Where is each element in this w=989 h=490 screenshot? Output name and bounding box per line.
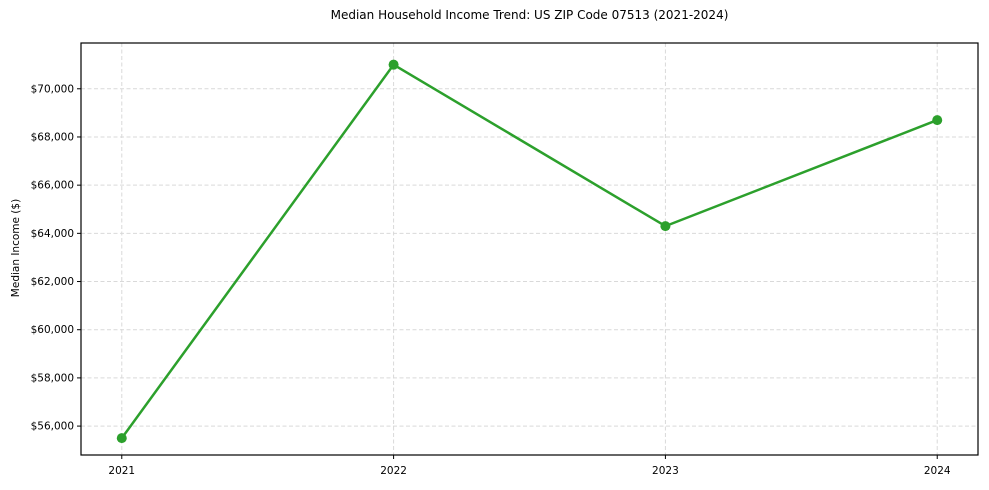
y-tick-label: $58,000 [31,372,74,384]
data-point-marker [932,115,943,126]
plot-border [80,42,979,456]
x-tick-label: 2021 [108,465,135,477]
y-tick-label: $60,000 [31,324,74,336]
y-tick-label: $70,000 [31,83,74,95]
x-tick-label: 2024 [924,465,951,477]
chart-title: Median Household Income Trend: US ZIP Co… [330,8,729,22]
data-point-marker [388,59,399,70]
y-tick-label: $66,000 [31,180,74,192]
x-tick-label: 2023 [652,465,679,477]
y-tick-label: $68,000 [31,131,74,143]
y-tick-label: $62,000 [31,276,74,288]
y-tick-label: $64,000 [31,228,74,240]
income-trend-line [120,63,939,440]
data-point-marker [116,433,127,444]
data-point-marker [660,221,671,232]
x-tick-label: 2022 [380,465,407,477]
y-tick-label: $56,000 [31,421,74,433]
